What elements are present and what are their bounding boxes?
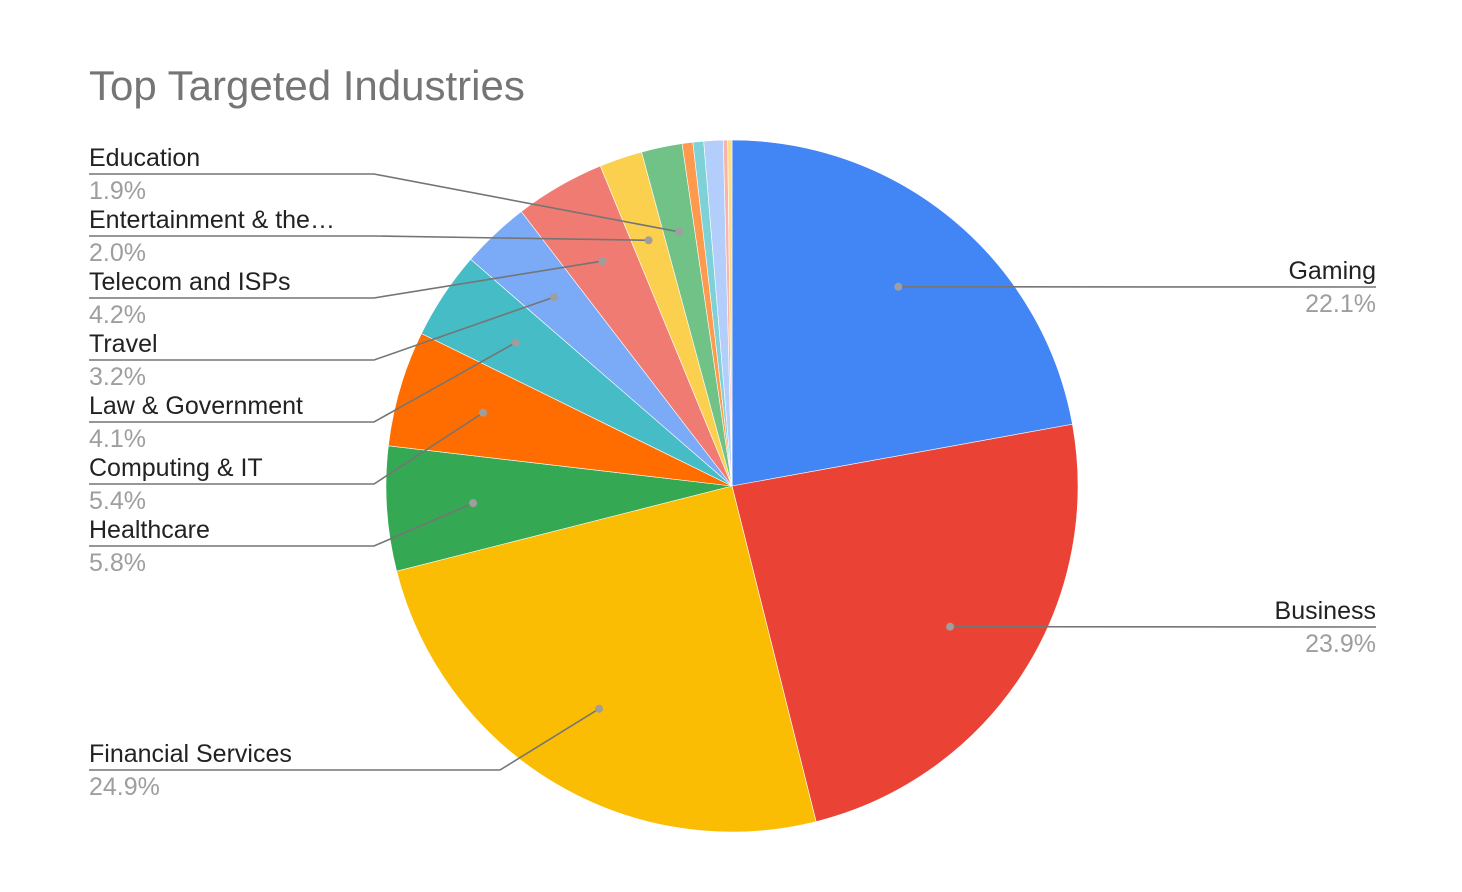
slice-minor-14 [727,139,733,487]
label-pct-healthcare: 5.8% [89,549,146,577]
label-business: Business [1275,597,1376,625]
leader-entertainment-the [89,235,649,242]
leader-dot-telecom-and-isps [598,257,607,266]
leader-dot-gaming [894,282,903,291]
label-pct-financial-services: 24.9% [89,773,160,801]
label-pct-telecom-and-isps: 4.2% [89,301,146,329]
label-pct-computing-it: 5.4% [89,487,146,515]
slice-financial-services [396,485,817,833]
label-travel: Travel [89,330,158,358]
label-pct-travel: 3.2% [89,363,146,391]
leader-law-government [89,341,517,423]
label-pct-business: 23.9% [1305,630,1376,658]
label-pct-law-government: 4.1% [89,425,146,453]
label-pct-education: 1.9% [89,177,146,205]
label-pct-gaming: 22.1% [1305,290,1376,318]
leader-travel [89,296,555,361]
leader-lines [89,173,1377,771]
leader-dot-business [946,622,955,631]
label-gaming: Gaming [1288,257,1376,285]
label-telecom-and-isps: Telecom and ISPs [89,268,291,296]
leader-computing-it [89,412,484,485]
slice-labels: Education 1.9%Entertainment & the… 2.0%Tel… [89,144,1376,801]
leader-dot-travel [550,293,559,302]
slice-healthcare [385,445,733,572]
label-financial-services: Financial Services [89,740,292,768]
slice-business [731,423,1079,822]
chart-title: Top Targeted Industries [89,62,525,109]
leader-telecom-and-isps [89,260,603,299]
label-law-government: Law & Government [89,392,303,420]
label-entertainment-the: Entertainment & the… [89,206,335,234]
leader-healthcare [89,502,474,547]
leader-dot-computing-it [479,408,488,417]
leader-dot-education [675,227,684,236]
leader-education [89,173,680,233]
leader-financial-services [89,708,600,771]
leader-dot-financial-services [595,704,603,713]
leader-dot-healthcare [469,499,478,508]
label-pct-entertainment-the: 2.0% [89,239,146,267]
label-healthcare: Healthcare [89,516,210,544]
pie-slices [385,139,1079,833]
leader-dot-entertainment-the [644,236,653,245]
leader-dot-law-government [511,338,520,347]
slice-gaming [731,139,1073,487]
label-computing-it: Computing & IT [89,454,263,482]
label-education: Education [89,144,200,172]
